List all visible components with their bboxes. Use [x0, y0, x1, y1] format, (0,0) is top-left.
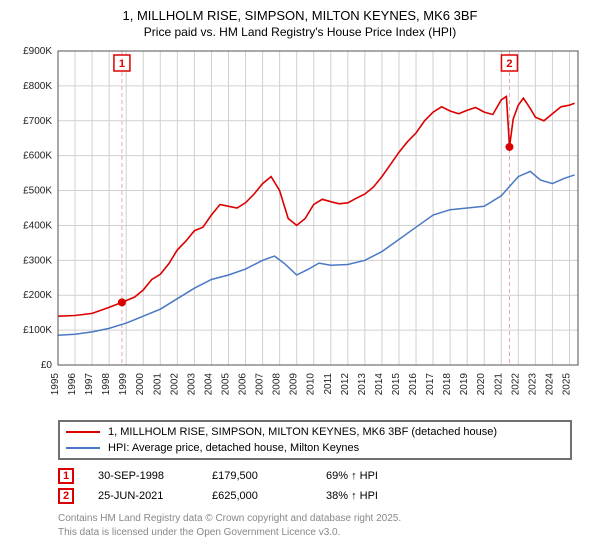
- svg-text:£100K: £100K: [23, 325, 52, 336]
- svg-text:2007: 2007: [255, 373, 266, 396]
- sale-price: £625,000: [212, 490, 302, 502]
- svg-text:£800K: £800K: [23, 81, 52, 92]
- svg-text:2019: 2019: [459, 373, 470, 396]
- sale-marker-badge: 1: [58, 468, 74, 484]
- svg-text:2005: 2005: [220, 373, 231, 396]
- svg-text:£500K: £500K: [23, 186, 52, 197]
- svg-text:£700K: £700K: [23, 116, 52, 127]
- svg-text:£300K: £300K: [23, 255, 52, 266]
- sale-dot-1: [118, 298, 126, 306]
- sales-table: 1 30-SEP-1998 £179,500 69% ↑ HPI 2 25-JUN-202…: [58, 466, 572, 506]
- svg-text:2021: 2021: [493, 373, 504, 396]
- svg-text:2000: 2000: [135, 373, 146, 396]
- series-property: [58, 96, 575, 316]
- svg-text:2016: 2016: [408, 373, 419, 396]
- svg-text:£200K: £200K: [23, 290, 52, 301]
- legend-label: HPI: Average price, detached house, Milt…: [108, 442, 359, 454]
- legend-swatch: [66, 447, 100, 449]
- sale-date: 25-JUN-2021: [98, 490, 188, 502]
- sale-row: 1 30-SEP-1998 £179,500 69% ↑ HPI: [58, 466, 572, 486]
- svg-text:2018: 2018: [442, 373, 453, 396]
- legend-item: 1, MILLHOLM RISE, SIMPSON, MILTON KEYNES…: [66, 424, 564, 440]
- svg-text:1996: 1996: [67, 373, 78, 396]
- svg-text:2002: 2002: [169, 373, 180, 396]
- sale-dot-2: [505, 143, 513, 151]
- legend-item: HPI: Average price, detached house, Milt…: [66, 440, 564, 456]
- svg-text:2006: 2006: [238, 373, 249, 396]
- svg-text:2001: 2001: [152, 373, 163, 396]
- page-title: 1, MILLHOLM RISE, SIMPSON, MILTON KEYNES…: [10, 8, 590, 23]
- sale-date: 30-SEP-1998: [98, 470, 188, 482]
- page-subtitle: Price paid vs. HM Land Registry's House …: [10, 25, 590, 39]
- svg-text:£400K: £400K: [23, 220, 52, 231]
- svg-text:1997: 1997: [84, 373, 95, 396]
- legend-label: 1, MILLHOLM RISE, SIMPSON, MILTON KEYNES…: [108, 426, 497, 438]
- sale-price: £179,500: [212, 470, 302, 482]
- svg-text:£900K: £900K: [23, 46, 52, 57]
- sale-delta: 38% ↑ HPI: [326, 490, 416, 502]
- svg-text:1999: 1999: [118, 373, 129, 396]
- license-line-1: Contains HM Land Registry data © Crown c…: [58, 512, 572, 526]
- svg-text:2011: 2011: [323, 373, 334, 395]
- svg-text:1: 1: [119, 58, 125, 70]
- legend-swatch: [66, 431, 100, 433]
- svg-text:2004: 2004: [203, 373, 214, 396]
- svg-text:2013: 2013: [357, 373, 368, 396]
- svg-text:2017: 2017: [425, 373, 436, 396]
- svg-text:2023: 2023: [527, 373, 538, 396]
- svg-text:2012: 2012: [340, 373, 351, 396]
- line-chart: £0 £100K £200K £300K £400K £500K £600K £700K £80…: [10, 45, 590, 410]
- sale-marker-badge: 2: [58, 488, 74, 504]
- svg-text:2: 2: [506, 58, 512, 70]
- series-hpi: [58, 171, 575, 335]
- svg-text:2020: 2020: [476, 373, 487, 396]
- sale-row: 2 25-JUN-2021 £625,000 38% ↑ HPI: [58, 486, 572, 506]
- svg-text:2014: 2014: [374, 373, 385, 396]
- license-text: Contains HM Land Registry data © Crown c…: [58, 512, 572, 539]
- sale-delta: 69% ↑ HPI: [326, 470, 416, 482]
- svg-text:2024: 2024: [544, 373, 555, 396]
- legend: 1, MILLHOLM RISE, SIMPSON, MILTON KEYNES…: [58, 420, 572, 460]
- svg-text:2003: 2003: [186, 373, 197, 396]
- svg-text:1995: 1995: [50, 373, 61, 396]
- svg-text:2008: 2008: [272, 373, 283, 396]
- svg-text:£600K: £600K: [23, 151, 52, 162]
- chart-area: £0 £100K £200K £300K £400K £500K £600K £700K £80…: [10, 45, 590, 410]
- svg-text:1998: 1998: [101, 373, 112, 396]
- svg-text:£0: £0: [41, 360, 53, 371]
- svg-text:2010: 2010: [306, 373, 317, 396]
- svg-text:2015: 2015: [391, 373, 402, 396]
- svg-text:2009: 2009: [289, 373, 300, 396]
- svg-text:2022: 2022: [510, 373, 521, 396]
- svg-text:2025: 2025: [561, 373, 572, 396]
- license-line-2: This data is licensed under the Open Gov…: [58, 526, 572, 540]
